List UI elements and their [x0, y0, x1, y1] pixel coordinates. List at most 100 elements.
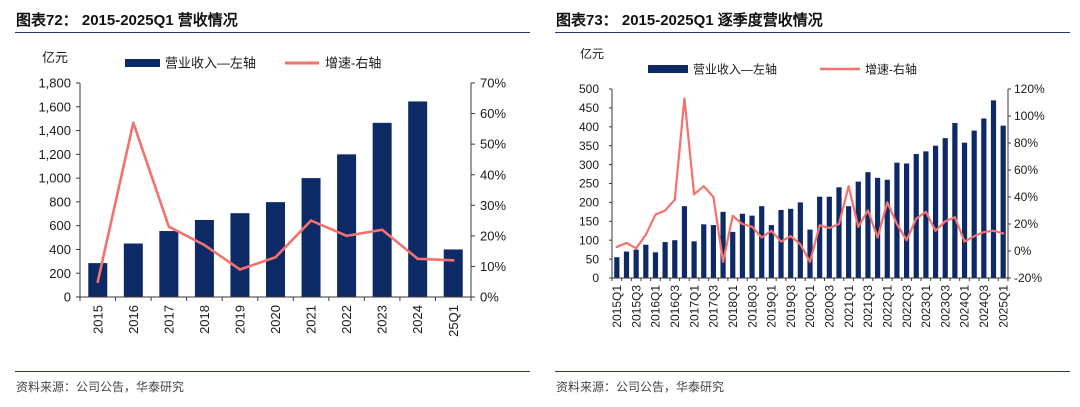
- revenue-bar-20: [797, 202, 803, 278]
- y-left-tick-label: 450: [579, 101, 599, 115]
- y-right-tick-label: 40%: [1014, 190, 1038, 204]
- y-left-tick-label: 1,400: [38, 123, 71, 138]
- growth-point-38: [973, 235, 976, 238]
- chart-panel-quarterly: 亿元 营业收入—左轴 增速-右轴 0 50 100 150 200 250 300 350 400 45…: [555, 0, 1070, 407]
- growth-point-11: [712, 195, 715, 199]
- growth-point-31: [905, 239, 908, 242]
- growth-point-7: [673, 198, 676, 201]
- revenue-bar-1: [614, 257, 620, 278]
- x-tick-label: 2022Q3: [900, 285, 914, 328]
- source-note: 资料来源：公司公告，华泰研究: [16, 380, 185, 394]
- x-tick-labels: 2015Q1 2015Q3 2016Q1 2016Q3 2017Q1 2017Q3 2018…: [610, 285, 1010, 328]
- revenue-bar-8: [337, 154, 357, 297]
- growth-point-15: [750, 225, 754, 228]
- x-tick-label: 2015Q1: [610, 285, 624, 328]
- chart-title: 图表72： 2015-2025Q1 营收情况: [16, 12, 238, 29]
- y-left-tick-label: 1,000: [38, 171, 71, 186]
- growth-point-41: [1002, 232, 1005, 235]
- growth-point-4: [203, 243, 206, 247]
- y-right-tick-label: 20%: [1014, 217, 1038, 231]
- revenue-bar-10: [701, 224, 707, 278]
- x-tick-label: 2015: [90, 305, 105, 334]
- growth-point-27: [866, 209, 870, 212]
- y-right-tick-label: 120%: [1014, 82, 1045, 96]
- revenue-bar-36: [952, 123, 958, 279]
- x-tick-label: 2017Q1: [687, 285, 701, 328]
- legend-line-label: 增速-右轴: [865, 61, 917, 76]
- y-axis-unit: 亿元: [42, 50, 68, 65]
- legend-bar-swatch: [648, 65, 688, 73]
- y-left-tick-label: 300: [579, 158, 599, 172]
- growth-point-34: [934, 229, 937, 232]
- y-right-tick-label: 50%: [480, 137, 506, 152]
- bar-series: [88, 101, 463, 297]
- revenue-bar-7: [672, 240, 678, 278]
- revenue-bar-9: [691, 241, 697, 278]
- revenue-bar-13: [730, 231, 736, 278]
- legend-bar-label: 营业收入—左轴: [693, 61, 777, 76]
- y-left-tick-label: 50: [586, 252, 600, 266]
- growth-point-2: [132, 121, 135, 125]
- axes: 0 50 100 150 200 250 300 350 400 450 500 -20% 0% 20% 4…: [579, 82, 1045, 285]
- growth-point-8: [345, 234, 348, 238]
- revenue-bar-2: [123, 243, 143, 297]
- growth-point-5: [238, 268, 242, 271]
- chart-panel-annual: 亿元 营业收入—左轴 增速-右轴 0 200 400 600 800 1,000 1,200 1,4…: [15, 0, 530, 407]
- x-tick-label: 2016: [126, 305, 141, 334]
- x-tick-label: 2024Q3: [977, 285, 991, 328]
- x-tick-label: 2021: [304, 305, 319, 334]
- growth-series: [96, 121, 455, 284]
- growth-point-29: [886, 201, 889, 204]
- growth-point-36: [953, 216, 956, 219]
- growth-point-19: [789, 235, 792, 238]
- x-tick-label: 2017: [161, 305, 176, 334]
- revenue-bar-15: [749, 215, 755, 278]
- revenue-bar-31: [903, 163, 910, 278]
- growth-point-17: [770, 229, 773, 232]
- revenue-bar-16: [759, 206, 765, 278]
- revenue-bar-28: [875, 177, 881, 278]
- revenue-bar-23: [826, 196, 832, 278]
- revenue-bar-14: [739, 213, 745, 278]
- growth-point-37: [963, 240, 966, 243]
- revenue-bar-26: [855, 181, 861, 278]
- growth-point-18: [779, 240, 783, 243]
- growth-point-25: [847, 185, 850, 188]
- y-right-tick-label: 70%: [480, 76, 506, 91]
- x-tick-label: 2023Q1: [919, 285, 933, 328]
- growth-point-11: [451, 259, 455, 262]
- growth-point-1: [96, 280, 100, 284]
- y-left-tick-label: 1,600: [38, 99, 71, 114]
- x-tick-label: 2025Q1: [996, 285, 1010, 328]
- revenue-bar-5: [230, 213, 250, 297]
- revenue-bar-3: [159, 231, 179, 297]
- growth-point-32: [915, 217, 918, 220]
- growth-point-13: [731, 214, 734, 217]
- growth-point-6: [664, 209, 667, 212]
- x-tick-label: 25Q1: [446, 305, 461, 337]
- growth-point-6: [274, 255, 277, 259]
- revenue-bar-38: [971, 130, 977, 278]
- source-rule: [555, 371, 1070, 372]
- growth-point-33: [924, 210, 928, 213]
- legend: 营业收入—左轴 增速-右轴: [648, 61, 917, 76]
- x-tick-label: 2019Q1: [765, 285, 779, 328]
- growth-point-28: [876, 236, 879, 239]
- x-tick-label: 2015Q3: [629, 285, 643, 328]
- revenue-bar-11: [443, 249, 463, 297]
- y-left-tick-label: 100: [579, 233, 599, 247]
- growth-point-9: [380, 228, 384, 232]
- revenue-bar-18: [778, 209, 784, 278]
- revenue-bar-27: [865, 172, 871, 278]
- x-tick-label: 2020Q1: [803, 285, 817, 328]
- y-left-tick-label: 1,800: [38, 76, 71, 91]
- growth-point-30: [895, 222, 899, 226]
- revenue-bar-37: [961, 142, 968, 278]
- y-left-tick-label: 800: [49, 194, 71, 209]
- x-tick-label: 2022Q1: [880, 285, 894, 328]
- revenue-bar-34: [932, 145, 939, 278]
- growth-point-24: [837, 222, 841, 226]
- y-right-tick-label: 60%: [480, 106, 506, 121]
- y-axis-unit: 亿元: [580, 46, 604, 61]
- x-tick-label: 2022: [339, 305, 354, 334]
